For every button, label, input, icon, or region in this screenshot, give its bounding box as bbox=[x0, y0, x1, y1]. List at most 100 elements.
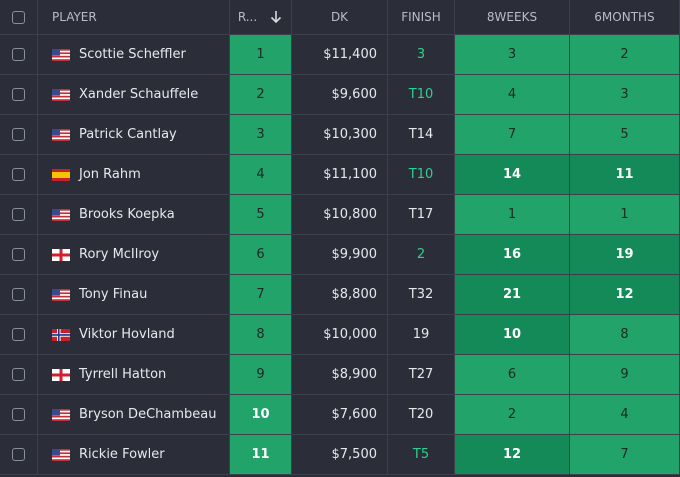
player-name: Bryson DeChambeau bbox=[79, 407, 217, 422]
cell-value: 7 bbox=[256, 287, 265, 302]
column-header[interactable]: R... bbox=[230, 0, 292, 35]
checkbox[interactable] bbox=[12, 88, 25, 101]
checkbox[interactable] bbox=[12, 368, 25, 381]
checkbox[interactable] bbox=[12, 328, 25, 341]
checkbox[interactable] bbox=[12, 10, 25, 24]
player-name: Viktor Hovland bbox=[79, 327, 175, 342]
flag-icon bbox=[52, 328, 70, 341]
column-header-text: R... bbox=[237, 10, 258, 24]
player-name: Tony Finau bbox=[79, 287, 148, 302]
player-name: Rickie Fowler bbox=[79, 447, 165, 462]
stat-cell: $10,800 bbox=[292, 195, 388, 235]
stat-cell: 8 bbox=[230, 315, 292, 355]
player-cell: Xander Schauffele bbox=[38, 75, 230, 115]
cell-value: 5 bbox=[256, 207, 265, 222]
cell-value: 4 bbox=[507, 87, 517, 102]
stat-cell: 2 bbox=[455, 395, 570, 435]
stat-cell: $9,900 bbox=[292, 235, 388, 275]
cell-value: 9 bbox=[256, 367, 265, 382]
column-header[interactable]: DK bbox=[292, 0, 388, 35]
cell-value: 7 bbox=[620, 447, 629, 462]
player-cell: Rory McIlroy bbox=[38, 235, 230, 275]
flag-icon bbox=[52, 248, 70, 261]
checkbox[interactable] bbox=[12, 48, 25, 61]
checkbox[interactable] bbox=[12, 248, 25, 261]
player-name: Brooks Koepka bbox=[79, 207, 175, 222]
checkbox-cell bbox=[0, 195, 38, 235]
stat-cell: T27 bbox=[388, 355, 455, 395]
stat-cell: 19 bbox=[570, 235, 680, 275]
cell-value: 6 bbox=[507, 367, 517, 382]
checkbox[interactable] bbox=[12, 128, 25, 141]
column-header-text: 6MONTHS bbox=[594, 10, 655, 24]
player-cell: Tyrrell Hatton bbox=[38, 355, 230, 395]
checkbox-cell bbox=[0, 355, 38, 395]
cell-value: 16 bbox=[502, 247, 522, 262]
stat-cell: 3 bbox=[230, 115, 292, 155]
player-name: Rory McIlroy bbox=[79, 247, 160, 262]
stat-cell: 5 bbox=[230, 195, 292, 235]
stat-cell: 10 bbox=[230, 395, 292, 435]
player-name: Jon Rahm bbox=[79, 167, 141, 182]
player-cell: Jon Rahm bbox=[38, 155, 230, 195]
cell-value: 21 bbox=[502, 287, 522, 302]
stat-cell: 2 bbox=[388, 235, 455, 275]
cell-value: 7 bbox=[507, 127, 517, 142]
player-cell: Brooks Koepka bbox=[38, 195, 230, 235]
player-cell: Bryson DeChambeau bbox=[38, 395, 230, 435]
cell-value: 3 bbox=[620, 87, 629, 102]
stat-cell: 7 bbox=[570, 435, 680, 475]
stat-cell: 8 bbox=[570, 315, 680, 355]
stat-cell: 4 bbox=[570, 395, 680, 435]
flag-icon bbox=[52, 88, 70, 101]
checkbox[interactable] bbox=[12, 168, 25, 181]
stat-cell: 9 bbox=[230, 355, 292, 395]
stat-cell: T17 bbox=[388, 195, 455, 235]
cell-value: 12 bbox=[502, 447, 522, 462]
stat-cell: 12 bbox=[570, 275, 680, 315]
stat-cell: T32 bbox=[388, 275, 455, 315]
stat-cell: 1 bbox=[570, 195, 680, 235]
cell-value: 4 bbox=[256, 167, 265, 182]
cell-value: 1 bbox=[507, 207, 517, 222]
column-header-text: FINISH bbox=[401, 10, 441, 24]
stat-cell: $9,600 bbox=[292, 75, 388, 115]
cell-value: 3 bbox=[256, 127, 265, 142]
column-header[interactable]: PLAYER bbox=[38, 0, 230, 35]
stat-cell: 3 bbox=[455, 35, 570, 75]
flag-icon bbox=[52, 168, 70, 181]
checkbox[interactable] bbox=[12, 208, 25, 221]
player-name: Scottie Scheffler bbox=[79, 47, 186, 62]
player-cell: Viktor Hovland bbox=[38, 315, 230, 355]
stat-cell: 3 bbox=[388, 35, 455, 75]
player-cell: Patrick Cantlay bbox=[38, 115, 230, 155]
column-header[interactable]: 8WEEKS bbox=[455, 0, 570, 35]
player-name: Xander Schauffele bbox=[79, 87, 199, 102]
cell-value: 1 bbox=[256, 47, 265, 62]
checkbox[interactable] bbox=[12, 448, 25, 461]
stat-cell: $8,900 bbox=[292, 355, 388, 395]
stat-cell: 4 bbox=[230, 155, 292, 195]
stat-cell: 1 bbox=[230, 35, 292, 75]
checkbox[interactable] bbox=[12, 408, 25, 421]
stat-cell: 16 bbox=[455, 235, 570, 275]
stat-cell: 11 bbox=[230, 435, 292, 475]
cell-value: $7,600 bbox=[331, 407, 378, 422]
column-header[interactable]: FINISH bbox=[388, 0, 455, 35]
column-header[interactable]: 6MONTHS bbox=[570, 0, 680, 35]
cell-value: 2 bbox=[620, 47, 629, 62]
cell-value: 4 bbox=[620, 407, 629, 422]
cell-value: 10 bbox=[502, 327, 522, 342]
checkbox-cell bbox=[0, 155, 38, 195]
sort-icon bbox=[271, 11, 282, 24]
cell-value: 5 bbox=[620, 127, 629, 142]
flag-icon bbox=[52, 368, 70, 381]
checkbox-cell bbox=[0, 75, 38, 115]
cell-value: T10 bbox=[408, 167, 434, 182]
cell-value: $10,800 bbox=[323, 207, 377, 222]
checkbox[interactable] bbox=[12, 288, 25, 301]
checkbox-cell bbox=[0, 435, 38, 475]
stat-cell: 12 bbox=[455, 435, 570, 475]
stat-cell: $7,600 bbox=[292, 395, 388, 435]
